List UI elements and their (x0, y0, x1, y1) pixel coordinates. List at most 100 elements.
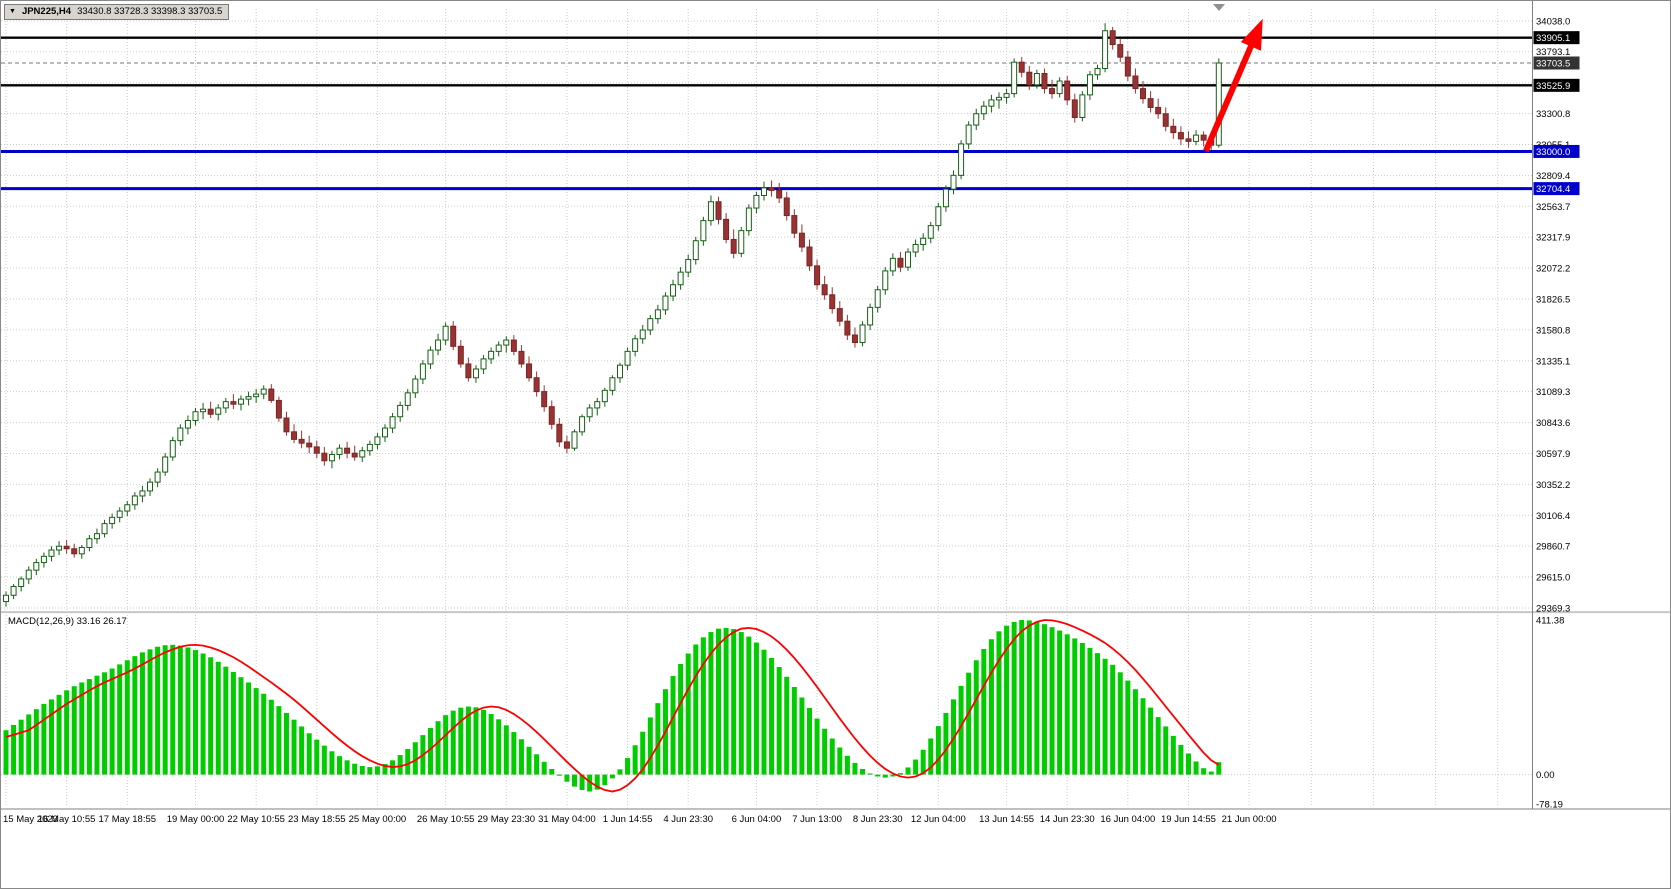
candle-body (169, 440, 176, 458)
macd-bar (193, 650, 198, 775)
time-tick-label: 31 May 04:00 (538, 814, 596, 825)
macd-bar (261, 693, 267, 775)
macd-bar (776, 667, 782, 775)
candle-body (1079, 94, 1086, 119)
candle-body (601, 389, 608, 403)
candle-body (162, 456, 169, 473)
macd-bar (56, 694, 62, 775)
candle-body (419, 363, 426, 380)
time-tick-label: 16 May 10:55 (38, 814, 96, 825)
candle-body (632, 338, 639, 352)
macd-bar (435, 721, 441, 775)
candle-body (715, 201, 722, 220)
candle-body (321, 452, 328, 462)
current-price-label: 33703.5 (1536, 59, 1570, 70)
chart-dropdown-icon[interactable]: ▼ (9, 8, 16, 15)
price-axis[interactable]: 34038.033793.133300.833055.132809.432563… (1533, 16, 1580, 811)
macd-bar (920, 749, 926, 775)
macd-bar (496, 719, 502, 775)
candle-body (905, 251, 912, 268)
macd-bar (11, 724, 17, 775)
candle-body (3, 594, 9, 603)
macd-bar (594, 774, 600, 790)
price-tick-label: 30597.9 (1536, 449, 1570, 460)
candle-body (829, 294, 836, 310)
macd-bar (799, 697, 805, 775)
macd-bar (670, 676, 676, 775)
macd-bar (1102, 658, 1108, 775)
candle-body (1140, 88, 1146, 100)
macd-bar (784, 676, 790, 775)
candle-body (874, 289, 881, 308)
price-tick-label: 33300.8 (1536, 109, 1570, 120)
candle-body (1049, 88, 1056, 95)
macd-bar (852, 762, 858, 775)
panel-splitter[interactable] (1, 611, 1671, 614)
macd-bar (443, 715, 449, 775)
macd-bar (602, 774, 608, 786)
candle-body (685, 259, 692, 273)
time-tick-label: 23 May 18:55 (288, 814, 346, 825)
candle-body (723, 218, 730, 240)
macd-bar (609, 774, 615, 779)
candle-body (1147, 98, 1154, 108)
macd-bar (1216, 762, 1222, 775)
time-tick-label: 6 Jun 04:00 (732, 814, 782, 825)
candle-body (63, 545, 70, 550)
candle-body (351, 452, 358, 458)
candle-body (851, 334, 858, 344)
candle-body (389, 416, 396, 429)
price-tick-label: 31335.1 (1536, 356, 1570, 367)
trend-arrow-shaft[interactable] (1203, 32, 1259, 153)
macd-bar (587, 774, 593, 792)
candle-body (1003, 93, 1010, 98)
candle-body (533, 377, 540, 393)
trend-arrow[interactable] (1203, 18, 1263, 153)
candle-body (988, 99, 995, 107)
macd-bar (943, 712, 949, 775)
time-tick-label: 25 May 00:00 (349, 814, 407, 825)
candle-body (207, 408, 214, 415)
candle-body (579, 416, 586, 433)
price-tick-label: 34038.0 (1536, 16, 1570, 27)
price-label-33525.9: 33525.9 (1536, 81, 1570, 92)
macd-level-label: 0.00 (1536, 770, 1555, 781)
macd-bar (1079, 642, 1085, 775)
candle-body (268, 388, 275, 401)
candle-body (942, 188, 949, 208)
macd-bar (572, 774, 577, 787)
trend-arrow-head-icon[interactable] (1240, 18, 1263, 51)
candle-body (412, 378, 419, 394)
candle-body (738, 230, 745, 254)
macd-bar (935, 726, 941, 775)
candle-body (920, 237, 927, 245)
macd-bar (829, 738, 835, 775)
macd-bar (769, 658, 775, 775)
time-tick-label: 1 Jun 14:55 (603, 814, 653, 825)
macd-bar (973, 660, 979, 775)
macd-bar (382, 764, 388, 775)
macd-bar (1193, 761, 1199, 775)
candle-body (1117, 44, 1124, 58)
macd-bar (223, 666, 229, 775)
macd-bar (139, 652, 145, 775)
candle-body (306, 442, 313, 448)
time-tick-label: 22 May 10:55 (227, 814, 285, 825)
candle-body (1064, 80, 1071, 101)
time-tick-label: 4 Jun 23:30 (663, 814, 713, 825)
candle-body (18, 578, 25, 587)
macd-bar (3, 730, 9, 775)
candle-body (1086, 74, 1093, 96)
chart-title-tab[interactable]: ▼ JPN225,H4 33430.8 33728.3 33398.3 3370… (4, 4, 230, 20)
macd-bar (1170, 735, 1176, 775)
time-tick-label: 8 Jun 23:30 (853, 814, 903, 825)
macd-bar (276, 706, 282, 775)
macd-bar (1004, 625, 1010, 775)
macd-bar (526, 746, 532, 775)
candle-body (1177, 132, 1184, 140)
time-tick-label: 16 Jun 04:00 (1100, 814, 1155, 825)
candle-body (821, 284, 828, 296)
price-tick-label: 32563.7 (1536, 202, 1570, 213)
candle-body (912, 243, 919, 253)
